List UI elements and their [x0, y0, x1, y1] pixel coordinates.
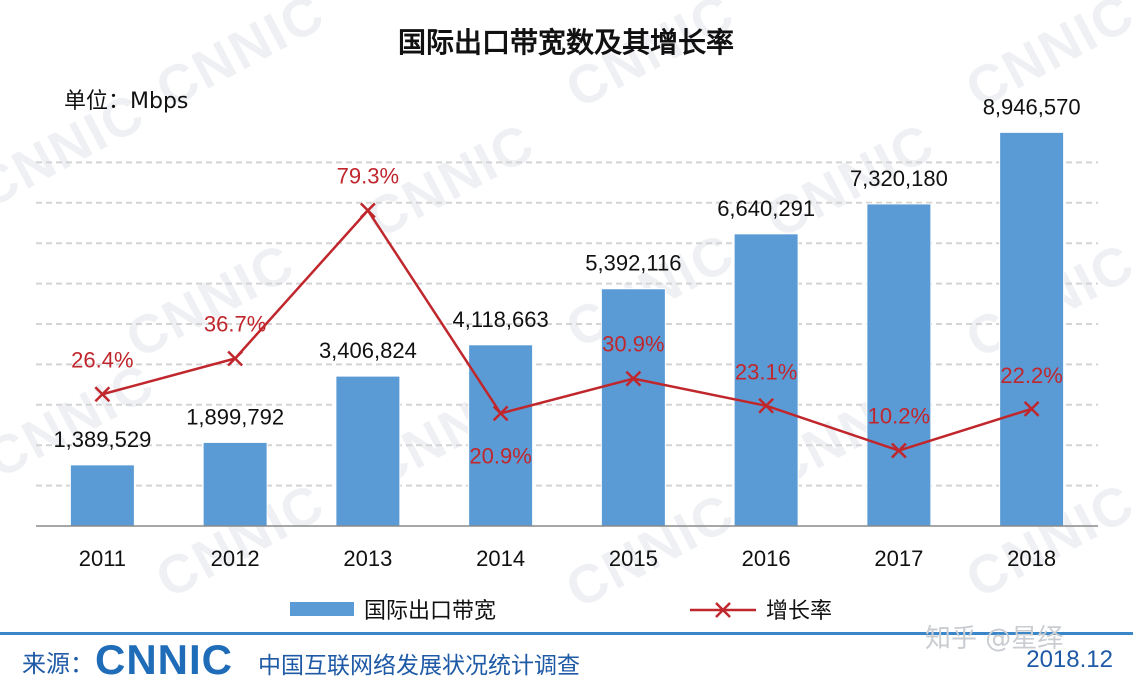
x-tick-label: 2011 — [79, 546, 126, 571]
bar-data-label: 5,392,116 — [585, 251, 681, 276]
growth-data-label: 36.7% — [204, 311, 266, 336]
organization-name: 中国互联网络发展状况统计调查 — [258, 653, 580, 679]
unit-label: 单位：Mbps — [64, 89, 188, 114]
legend: 国际出口带宽 增长率 — [290, 599, 832, 624]
growth-data-labels: 26.4% 36.7% 79.3% 20.9% 30.9% 23.1% 10.2% 22.2% — [71, 163, 1063, 468]
growth-marker — [1023, 400, 1040, 417]
growth-data-label: 23.1% — [735, 360, 797, 385]
bar-data-label: 8,946,570 — [983, 94, 1081, 119]
growth-data-label: 20.9% — [469, 443, 531, 468]
footer-divider — [0, 632, 1133, 635]
growth-line — [102, 208, 1032, 452]
growth-data-label: 26.4% — [71, 347, 133, 372]
bar — [202, 441, 268, 527]
legend-line-label: 增长率 — [766, 599, 832, 624]
chart: 国际出口带宽数及其增长率 单位：Mbps 2011 2012 2013 2014 201… — [36, 26, 1098, 624]
source-label: 来源： — [22, 650, 94, 678]
bar-data-labels: 1,389,529 1,899,792 3,406,824 4,118,663 5,39… — [53, 94, 1080, 452]
bar-data-label: 1,899,792 — [186, 404, 284, 429]
growth-data-label: 10.2% — [868, 404, 930, 429]
x-tick-label: 2014 — [476, 546, 525, 571]
x-tick-label: 2012 — [211, 546, 260, 571]
bar-data-label: 1,389,529 — [53, 427, 151, 452]
legend-bar-label: 国际出口带宽 — [364, 599, 496, 624]
legend-bar-swatch — [290, 602, 354, 616]
chart-title: 国际出口带宽数及其增长率 — [398, 26, 734, 59]
bar-data-label: 7,320,180 — [850, 166, 948, 191]
bar — [468, 344, 534, 527]
growth-marker — [227, 350, 244, 367]
growth-marker — [758, 397, 775, 414]
growth-line-series — [94, 202, 1040, 459]
growth-marker — [94, 386, 111, 403]
x-tick-label: 2017 — [874, 546, 923, 571]
cnnic-logo: CNNIC — [95, 636, 233, 683]
growth-marker — [625, 370, 642, 387]
bar — [866, 203, 932, 527]
x-tick-label: 2013 — [343, 546, 392, 571]
bar-data-label: 4,118,663 — [453, 307, 549, 332]
bar — [335, 375, 401, 527]
growth-marker — [359, 202, 376, 219]
bar — [600, 288, 666, 527]
bar — [733, 233, 799, 527]
growth-marker — [890, 442, 907, 459]
x-tick-label: 2016 — [742, 546, 791, 571]
growth-data-label: 22.2% — [1000, 363, 1062, 388]
credit-watermark: 知乎 @星绎 — [925, 624, 1064, 654]
growth-data-label: 30.9% — [602, 332, 664, 357]
bar-data-label: 6,640,291 — [717, 196, 815, 221]
bar-series — [69, 131, 1065, 527]
x-tick-labels: 2011 2012 2013 2014 2015 2016 2017 2018 — [79, 546, 1056, 571]
bar — [69, 464, 135, 527]
bar-data-label: 3,406,824 — [319, 338, 417, 363]
x-tick-label: 2018 — [1007, 546, 1056, 571]
growth-marker — [492, 405, 509, 422]
x-tick-label: 2015 — [609, 546, 658, 571]
report-date: 2018.12 — [1026, 646, 1113, 673]
growth-data-label: 79.3% — [337, 163, 399, 188]
legend-line-marker — [715, 602, 731, 618]
bar — [999, 131, 1065, 527]
